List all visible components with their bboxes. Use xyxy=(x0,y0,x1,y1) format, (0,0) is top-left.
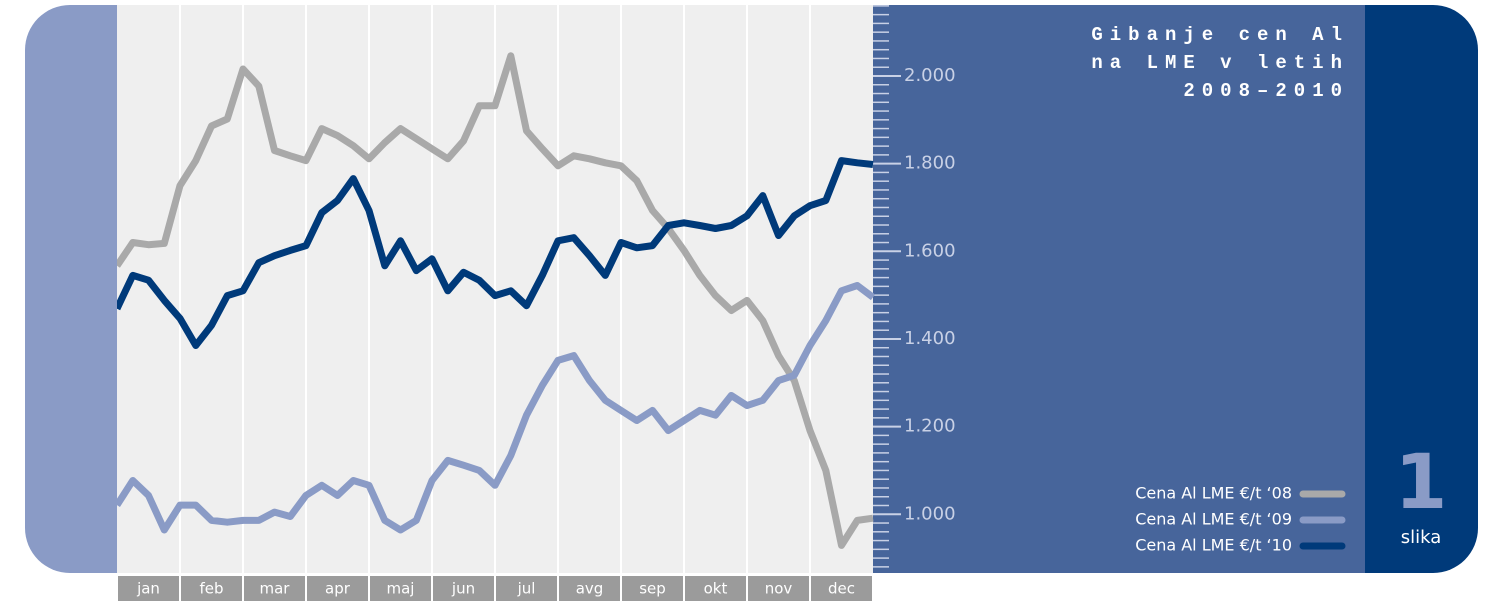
month-box xyxy=(559,576,620,601)
month-box xyxy=(433,576,494,601)
month-box xyxy=(181,576,242,601)
month-box xyxy=(622,576,683,601)
x-tick-label: sep xyxy=(639,580,666,598)
x-tick-label: nov xyxy=(765,580,793,598)
series-line xyxy=(117,157,874,349)
month-box xyxy=(370,576,431,601)
title-line: Gibanje cen Al xyxy=(1091,24,1349,46)
x-tick-label: jun xyxy=(451,580,475,598)
month-box xyxy=(685,576,746,601)
x-tick-label: mar xyxy=(260,580,291,598)
figure-number: 1 xyxy=(1395,437,1448,526)
y-tick-label: 1.400 xyxy=(904,328,956,349)
legend-label: Cena Al LME €/t ‘09 xyxy=(1135,510,1292,529)
x-tick-label: okt xyxy=(704,580,728,598)
month-box xyxy=(244,576,305,601)
x-tick-label: jul xyxy=(517,580,536,598)
month-box xyxy=(307,576,368,601)
right-panel xyxy=(873,5,1365,573)
figure-panel xyxy=(1365,5,1478,573)
x-tick-label: dec xyxy=(828,580,855,598)
series-line xyxy=(117,52,874,549)
series-line xyxy=(117,282,876,534)
x-tick-label: maj xyxy=(387,580,415,598)
x-tick-label: jan xyxy=(136,580,160,598)
y-tick-label: 1.000 xyxy=(904,503,956,524)
month-box xyxy=(496,576,557,601)
month-box xyxy=(748,576,809,601)
figure-label: slika xyxy=(1401,527,1442,548)
y-tick-label: 1.800 xyxy=(904,153,956,174)
y-tick-label: 1.200 xyxy=(904,416,956,437)
title-line: na LME v letih xyxy=(1091,52,1349,74)
x-tick-label: avg xyxy=(576,580,604,598)
y-tick-label: 2.000 xyxy=(904,65,956,86)
month-box xyxy=(118,576,179,601)
y-tick-label: 1.600 xyxy=(904,240,956,261)
x-tick-label: feb xyxy=(199,580,223,598)
month-box xyxy=(811,576,872,601)
title-line: 2008–2010 xyxy=(1183,80,1349,102)
x-tick-label: apr xyxy=(325,580,351,598)
legend-label: Cena Al LME €/t ‘08 xyxy=(1135,484,1292,503)
left-band xyxy=(25,5,117,573)
legend-label: Cena Al LME €/t ‘10 xyxy=(1135,536,1292,555)
